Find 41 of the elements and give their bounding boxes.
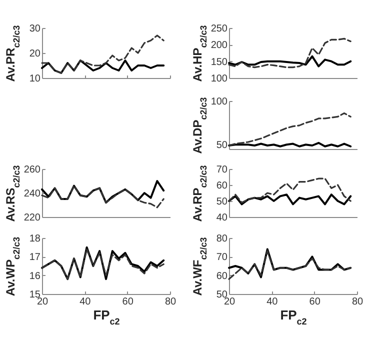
y-tick-label: 240 [24,188,41,200]
y-tick-label: 17 [29,252,41,264]
line-series [228,178,352,204]
y-tick-label: 250 [210,24,228,34]
x-tick-label: 80 [352,296,364,308]
y-tick-label: 50 [216,140,228,152]
y-tick-label: 40 [216,212,228,224]
y-tick-label: 10 [29,74,41,84]
line-series [228,194,352,206]
y-tick-label: 260 [24,164,41,176]
line-series [41,180,165,204]
y-tick-label: 60 [216,270,228,282]
y-tick-label: 200 [210,40,228,52]
y-tick-label: 16 [29,270,41,282]
x-tick-label: 40 [80,296,92,308]
y-tick-label: 70 [216,164,228,176]
x-tick-label: 80 [164,296,176,308]
line-series [228,112,352,146]
y-tick-label: 70 [216,252,228,264]
x-tick-label: 60 [122,296,134,308]
y-tick-label: 20 [29,48,41,60]
y-tick-label: 50 [216,196,228,208]
x-axis-title: FP$_{c2}$ [280,308,307,326]
line-series [41,185,164,208]
y-tick-label: 30 [29,24,41,34]
y-tick-label: 150 [210,56,228,68]
y-tick-label: 100 [210,96,228,108]
y-tick-label: 220 [24,212,41,224]
x-axis-title: FP$_{c2}$ [93,308,120,326]
x-tick-label: 20 [36,296,48,308]
line-series [228,38,352,68]
y-tick-label: 60 [216,180,228,192]
y-tick-label: 80 [216,234,228,244]
line-series [228,55,352,68]
x-tick-label: 40 [266,296,278,308]
y-tick-label: 100 [210,74,228,84]
line-series [41,34,164,74]
y-tick-label: 18 [29,234,41,244]
line-series [41,60,165,74]
x-tick-label: 60 [309,296,321,308]
x-tick-label: 20 [224,296,236,308]
